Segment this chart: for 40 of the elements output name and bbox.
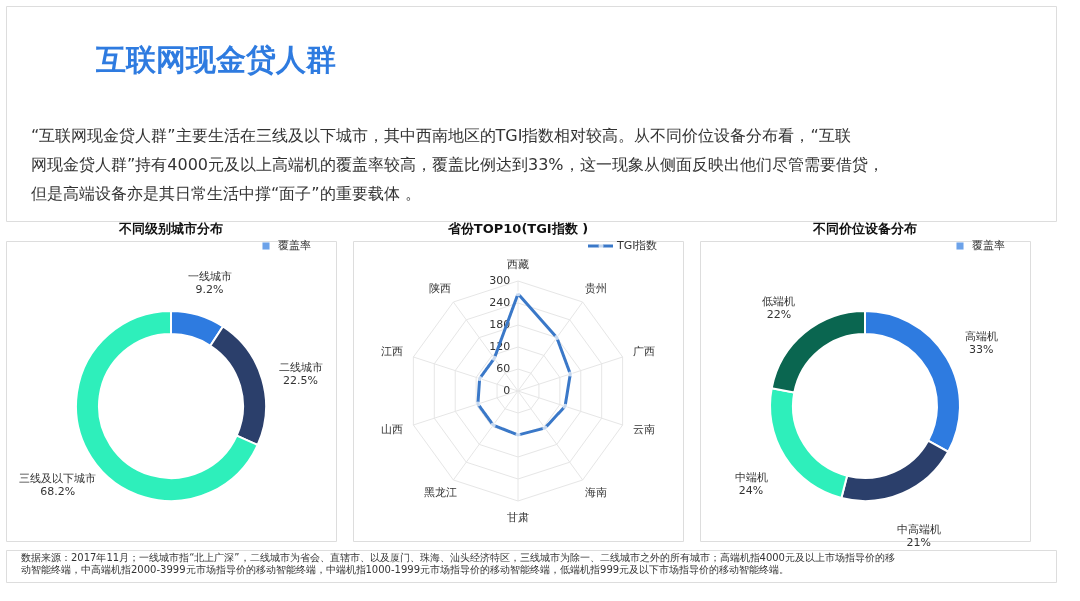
y-tick-label: 240 [489, 296, 511, 309]
slice-label: 低端机 [762, 294, 796, 308]
spoke-label: 云南 [632, 423, 655, 437]
text: 22.5% [283, 374, 319, 388]
text: 24% [738, 484, 764, 498]
chart-title: 不同价位设备分布 [812, 221, 917, 236]
source-note: 数据来源：2017年11月；一线城市指“北上广深”，二线城市为省会、直辖市、以及厦门、珠海、汕头经济特区，三线城市为除一、二线城市之外的所有城市；高端机指4000元及以上市场指导价的移 [21, 552, 895, 563]
y-tick-label: 300 [489, 274, 511, 287]
spoke-label: 黑龙江 [423, 486, 457, 500]
text: 33% [968, 343, 994, 357]
chart-title: 不同级别城市分布 [118, 221, 223, 236]
text: 但是高端设备亦是其日常生活中撑“面子”的重要载体 。 [31, 184, 421, 203]
spoke-label: 海南 [584, 486, 607, 500]
legend-label: 覆盖率 [972, 239, 1005, 252]
y-tick-label: 60 [496, 362, 511, 375]
spoke-label: 山西 [381, 423, 404, 437]
y-tick-label: 0 [503, 384, 511, 397]
spoke-label: 江西 [381, 344, 404, 358]
slice-label: 高端机 [964, 330, 998, 344]
spoke-label: 广西 [632, 344, 655, 358]
legend-label: TGI指数 [616, 239, 658, 252]
text: 68.2% [40, 485, 76, 499]
slice-label: 一线城市 [187, 269, 232, 283]
chart-title: 省份TOP10(TGI指数 ) [446, 221, 589, 236]
text: 22% [766, 307, 792, 321]
spoke-label: 贵州 [584, 281, 607, 295]
slice-label: 二线城市 [278, 361, 323, 375]
legend-label: 覆盖率 [278, 239, 311, 252]
slice-label: 三线及以下城市 [19, 472, 97, 486]
spoke-label: 西藏 [507, 257, 529, 271]
text: 9.2% [195, 282, 224, 296]
text: 动智能终端，中高端机指2000-3999元市场指导价的移动智能终端，中端机指1000-1999元市场指导价的移动智能终端，低端机指999元及以下市场指导价的移动智能终端。 [21, 564, 790, 575]
slice-label: 中高端机 [896, 522, 941, 536]
text: 互联网现金贷人群 [95, 42, 336, 77]
text: 21% [906, 535, 931, 549]
spoke-label: 陕西 [429, 281, 452, 295]
slice-label: 中端机 [734, 471, 768, 485]
spoke-label: 甘肃 [507, 510, 529, 524]
text: “互联网现金贷人群”主要生活在三线及以下城市，其中西南地区的TGI指数相对较高。从不同价位设备分布看，“互联 [31, 126, 851, 145]
text: 网现金贷人群”持有4000元及以上高端机的覆盖率较高，覆盖比例达到33%，这一现象从侧面反映出他们尽管需要借贷， [31, 155, 884, 174]
